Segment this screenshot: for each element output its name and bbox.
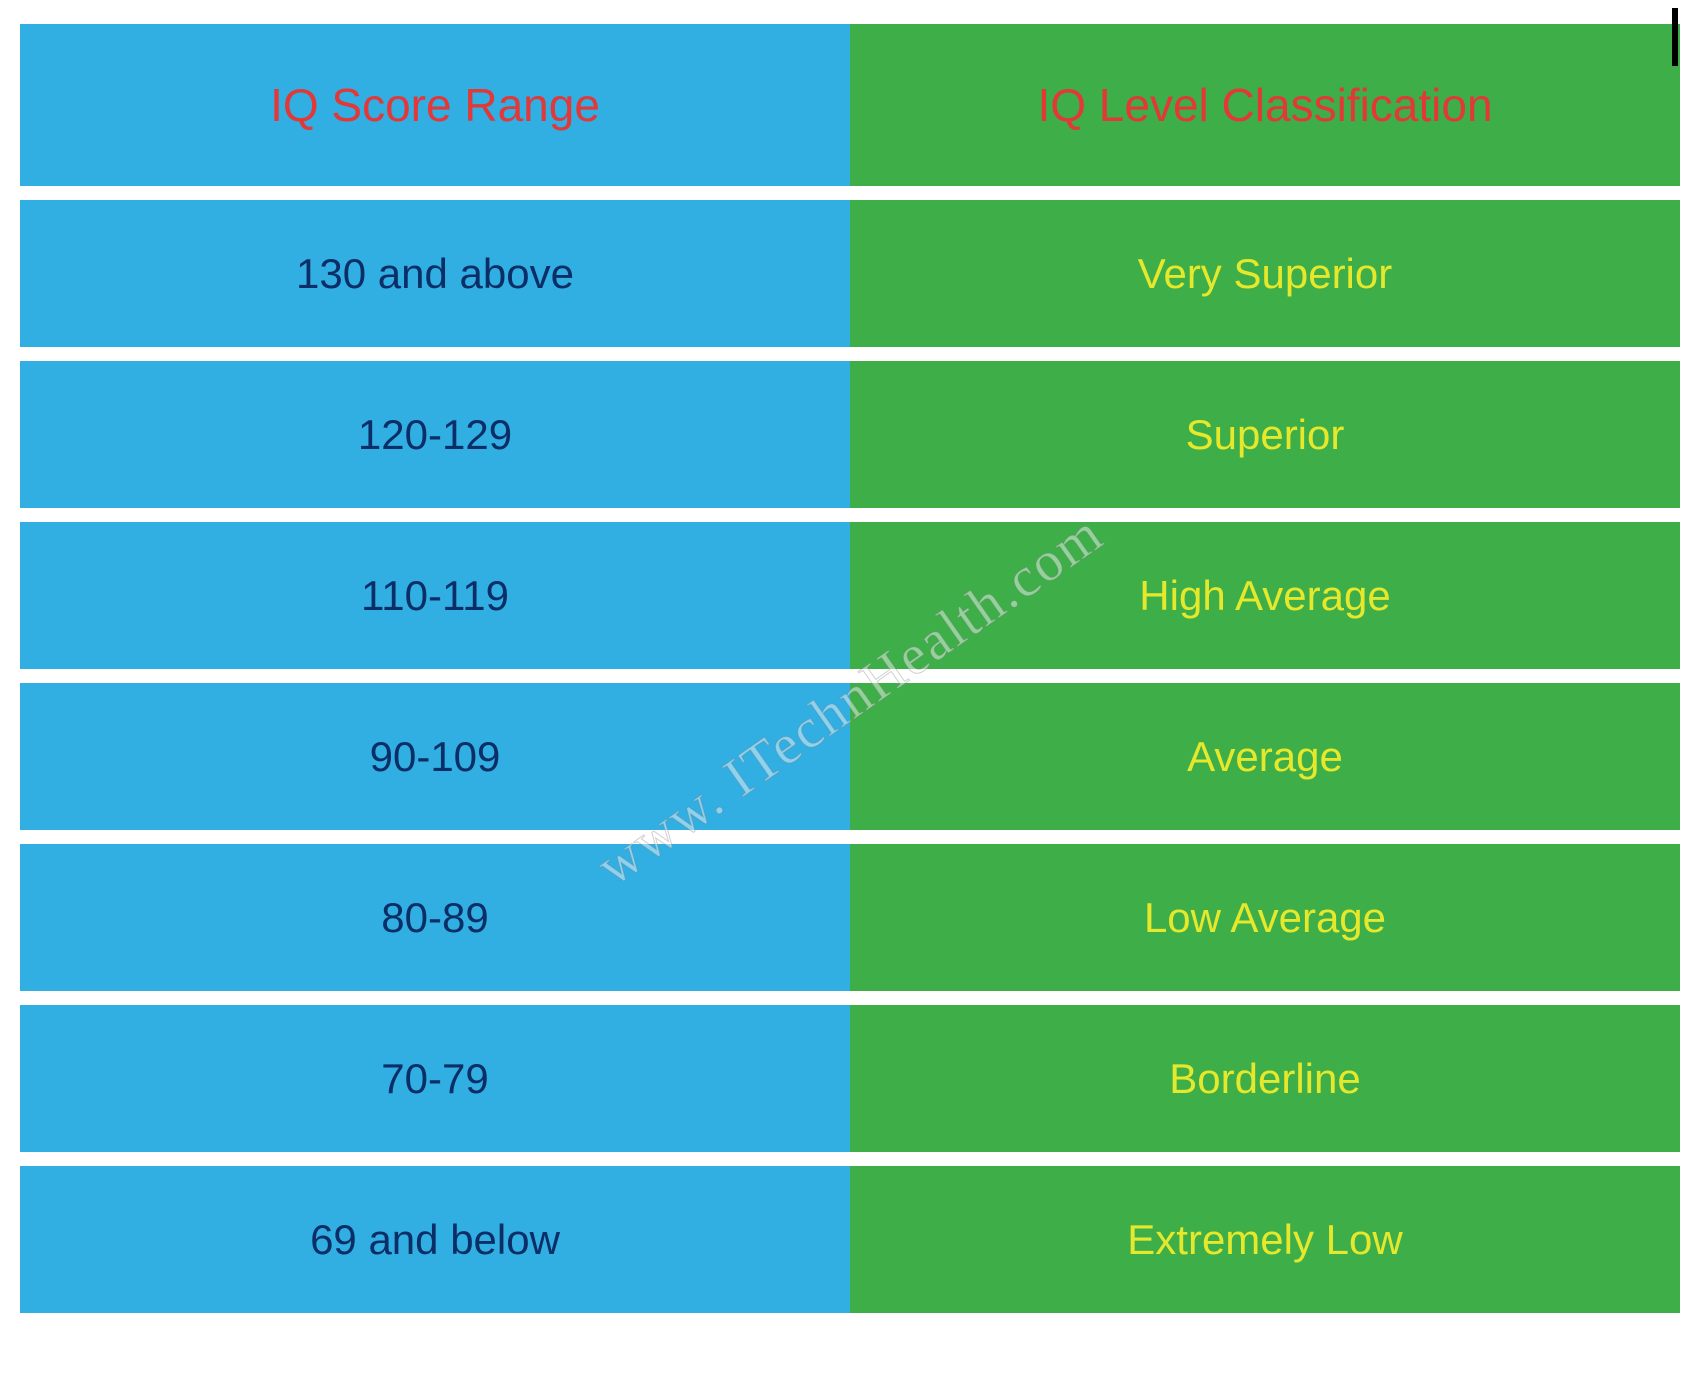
cell-range: 69 and below <box>20 1166 850 1313</box>
cell-range: 70-79 <box>20 1005 850 1152</box>
header-iq-score-range: IQ Score Range <box>20 24 850 186</box>
cell-level: Very Superior <box>850 200 1680 347</box>
table-row: 69 and below Extremely Low <box>20 1166 1680 1313</box>
text-cursor <box>1672 8 1678 66</box>
table-row: 120-129 Superior <box>20 361 1680 508</box>
cell-range: 120-129 <box>20 361 850 508</box>
cell-level: Borderline <box>850 1005 1680 1152</box>
table-header-row: IQ Score Range IQ Level Classification <box>20 24 1680 186</box>
table-row: 80-89 Low Average <box>20 844 1680 991</box>
cell-level: Low Average <box>850 844 1680 991</box>
cell-range: 90-109 <box>20 683 850 830</box>
cell-range: 130 and above <box>20 200 850 347</box>
table-row: 90-109 Average <box>20 683 1680 830</box>
iq-classification-table: IQ Score Range IQ Level Classification 1… <box>20 10 1680 1327</box>
cell-level: Average <box>850 683 1680 830</box>
header-iq-level-classification: IQ Level Classification <box>850 24 1680 186</box>
cell-level: Superior <box>850 361 1680 508</box>
cell-range: 80-89 <box>20 844 850 991</box>
table-row: 70-79 Borderline <box>20 1005 1680 1152</box>
table-row: 130 and above Very Superior <box>20 200 1680 347</box>
cell-range: 110-119 <box>20 522 850 669</box>
cell-level: Extremely Low <box>850 1166 1680 1313</box>
cell-level: High Average <box>850 522 1680 669</box>
table-row: 110-119 High Average <box>20 522 1680 669</box>
